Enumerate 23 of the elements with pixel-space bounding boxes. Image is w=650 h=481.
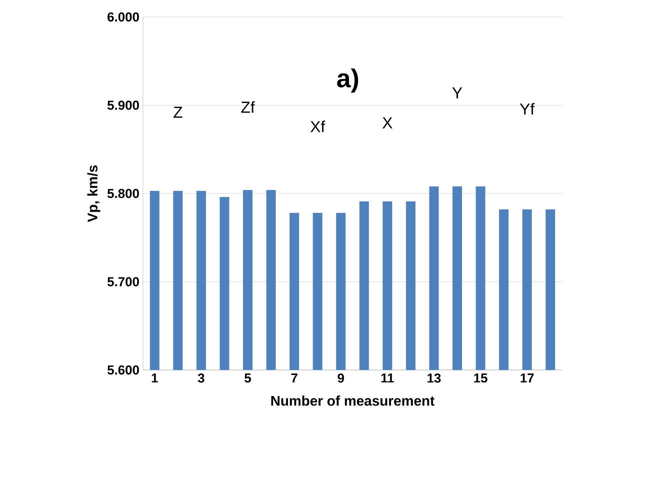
annotation: Xf: [310, 120, 326, 132]
y-axis-title: Vp, km/s: [87, 165, 100, 222]
x-tick-label: 7: [291, 374, 298, 382]
x-tick-label: 15: [474, 374, 488, 383]
annotation: Z: [174, 106, 182, 118]
y-tick-label: 5.900: [107, 100, 139, 110]
x-tick-label: 3: [198, 374, 204, 383]
y-tick-label: 5.800: [107, 188, 139, 198]
annotation: Zf: [241, 101, 255, 113]
annotation: Y: [452, 87, 462, 98]
text: a): [337, 68, 358, 93]
y-tick-label: 5.600: [107, 365, 139, 375]
x-tick-label: 9: [338, 374, 344, 383]
x-axis-title: Number of measurement: [271, 396, 434, 406]
x-tick-label: 1: [152, 374, 158, 382]
annotation: X: [382, 117, 392, 128]
y-tick-label: 6.000: [108, 12, 139, 22]
y-tick-label: 5.700: [107, 277, 139, 286]
x-tick-label: 17: [520, 374, 534, 382]
x-tick-label: 13: [428, 374, 441, 383]
annotation: Yf: [520, 103, 535, 115]
x-tick-label: 5: [244, 374, 251, 383]
x-tick-label: 11: [381, 374, 394, 382]
